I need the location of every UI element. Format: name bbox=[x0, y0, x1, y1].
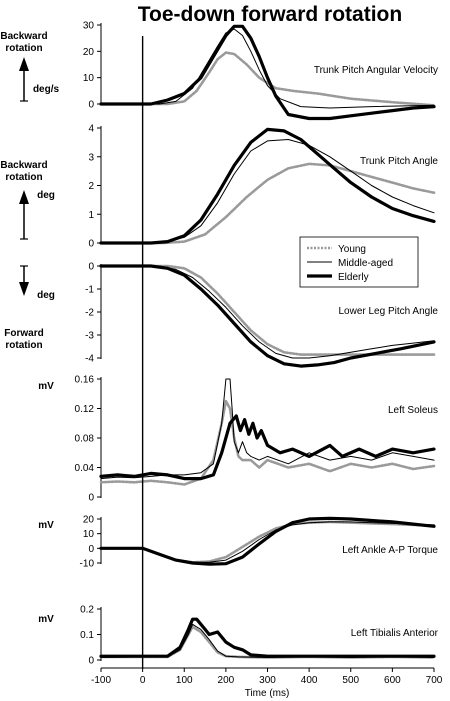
y-tick-label: 0 bbox=[88, 262, 94, 273]
y-unit-label: mV bbox=[38, 520, 54, 531]
y-tick-label: 4 bbox=[88, 124, 94, 135]
series-line-elderly bbox=[99, 516, 436, 566]
side-label-forward-line2: rotation bbox=[5, 340, 42, 351]
up-arrow-icon bbox=[19, 57, 29, 102]
y-tick-label: -10 bbox=[80, 559, 95, 570]
side-label-backward-2-line1: Backward bbox=[0, 160, 47, 171]
panel-label: Trunk Pitch Angular Velocity bbox=[314, 65, 438, 76]
panel-label: Trunk Pitch Angle bbox=[360, 156, 438, 167]
x-axis-label: Time (ms) bbox=[245, 688, 290, 699]
legend-label-young: Young bbox=[338, 244, 366, 255]
y-tick-label: 0 bbox=[88, 100, 94, 111]
series-line-young bbox=[99, 162, 436, 245]
x-axis: -100 0 100 200 300 400 500 600 700 bbox=[91, 667, 443, 686]
panel-trunk-pitch-angular-velocity: 0 10 20 30 deg/s Trunk Pitch Angular Velocity bbox=[33, 21, 438, 121]
y-unit-label: deg/s bbox=[33, 84, 60, 95]
legend: Young Middle-aged Elderly bbox=[299, 236, 419, 288]
panel-left-ankle-a-p-torque: -10 0 10 20 mV Left Ankle A-P Torque bbox=[38, 515, 438, 570]
series-line-middle-aged bbox=[100, 265, 435, 359]
series-line-young bbox=[99, 399, 436, 486]
panel-lower-leg-pitch-angle: 0 -1 -2 -3 -4 deg Lower Leg Pitch Angle bbox=[37, 262, 438, 368]
series-line-young bbox=[99, 264, 436, 356]
series-line-elderly bbox=[99, 24, 436, 121]
series-line-young bbox=[99, 51, 436, 107]
legend-label-middle-aged: Middle-aged bbox=[338, 258, 393, 269]
panel-label: Left Ankle A-P Torque bbox=[342, 545, 438, 556]
y-tick-label: 0 bbox=[88, 493, 94, 504]
x-tick-label: 200 bbox=[218, 675, 235, 686]
y-tick-label: 30 bbox=[83, 21, 95, 32]
y-tick-label: -2 bbox=[85, 308, 94, 319]
side-label-forward-line1: Forward bbox=[4, 328, 43, 339]
y-unit-label: mV bbox=[38, 381, 54, 392]
down-arrow-icon bbox=[19, 265, 29, 296]
panel-label: Left Tibialis Anterior bbox=[351, 628, 439, 639]
y-tick-label: 0.16 bbox=[75, 375, 95, 386]
y-tick-label: 20 bbox=[83, 47, 95, 58]
y-tick-label: 2 bbox=[88, 181, 94, 192]
y-tick-label: 3 bbox=[88, 152, 94, 163]
x-tick-label: 700 bbox=[426, 675, 443, 686]
y-tick-label: 0.12 bbox=[75, 404, 95, 415]
y-tick-label: 0.04 bbox=[75, 463, 95, 474]
y-tick-label: 0 bbox=[88, 544, 94, 555]
x-tick-label: 600 bbox=[384, 675, 401, 686]
y-tick-label: 0.1 bbox=[80, 630, 94, 641]
y-tick-label: 0 bbox=[88, 239, 94, 250]
x-tick-label: 500 bbox=[342, 675, 359, 686]
y-tick-label: -1 bbox=[85, 285, 94, 296]
y-tick-label: -4 bbox=[85, 354, 94, 365]
up-arrow-icon bbox=[19, 190, 29, 240]
x-tick-label: 400 bbox=[301, 675, 318, 686]
series-line-middle-aged bbox=[100, 521, 435, 563]
series-line-middle-aged bbox=[100, 378, 435, 480]
series-line-elderly bbox=[99, 617, 436, 658]
y-unit-label: deg bbox=[37, 290, 55, 301]
y-tick-label: 0 bbox=[88, 656, 94, 667]
series-line-young bbox=[99, 520, 436, 564]
y-tick-label: 1 bbox=[88, 210, 94, 221]
y-tick-label: 10 bbox=[83, 529, 95, 540]
series-line-elderly bbox=[99, 127, 436, 245]
x-tick-label: 300 bbox=[259, 675, 276, 686]
series-line-elderly bbox=[99, 414, 436, 481]
y-tick-label: 10 bbox=[83, 73, 95, 84]
y-tick-label: 20 bbox=[83, 515, 95, 526]
y-tick-label: -3 bbox=[85, 331, 94, 342]
panel-left-soleus: 0 0.04 0.08 0.12 0.16 mV Left Soleus bbox=[38, 375, 438, 504]
side-label-backward-1-line1: Backward bbox=[0, 31, 47, 42]
side-label-backward-2-line2: rotation bbox=[5, 172, 42, 183]
panel-trunk-pitch-angle: 0 1 2 3 4 deg Trunk Pitch Angle bbox=[37, 124, 438, 250]
series-line-elderly bbox=[99, 264, 436, 368]
panel-left-tibialis-anterior: 0 0.1 0.2 mV Left Tibialis Anterior bbox=[38, 605, 438, 667]
y-unit-label: mV bbox=[38, 614, 54, 625]
y-unit-label: deg bbox=[37, 190, 55, 201]
x-tick-label: 0 bbox=[140, 675, 146, 686]
side-label-backward-1-line2: rotation bbox=[5, 43, 42, 54]
legend-label-elderly: Elderly bbox=[338, 272, 369, 283]
panel-label: Left Soleus bbox=[388, 405, 438, 416]
x-tick-label: 100 bbox=[176, 675, 193, 686]
panel-label: Lower Leg Pitch Angle bbox=[338, 306, 438, 317]
chart-title: Toe-down forward rotation bbox=[138, 3, 402, 26]
y-tick-label: 0.2 bbox=[80, 605, 94, 616]
x-tick-label: -100 bbox=[91, 675, 111, 686]
y-tick-label: 0.08 bbox=[75, 434, 95, 445]
